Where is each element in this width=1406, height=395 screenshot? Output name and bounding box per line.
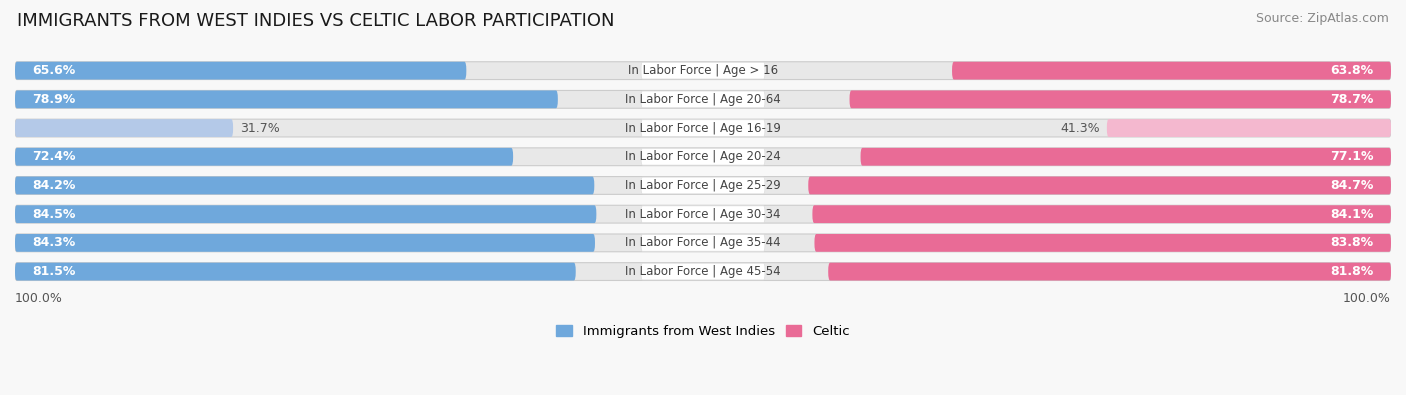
FancyBboxPatch shape	[641, 177, 765, 194]
Text: In Labor Force | Age 20-64: In Labor Force | Age 20-64	[626, 93, 780, 106]
Text: 78.9%: 78.9%	[32, 93, 76, 106]
Text: 84.7%: 84.7%	[1330, 179, 1374, 192]
FancyBboxPatch shape	[15, 90, 558, 108]
Text: In Labor Force | Age > 16: In Labor Force | Age > 16	[628, 64, 778, 77]
FancyBboxPatch shape	[15, 205, 1391, 223]
Text: 84.1%: 84.1%	[1330, 208, 1374, 221]
FancyBboxPatch shape	[15, 263, 1391, 280]
FancyBboxPatch shape	[641, 120, 765, 136]
FancyBboxPatch shape	[15, 177, 1391, 194]
Text: 83.8%: 83.8%	[1330, 236, 1374, 249]
FancyBboxPatch shape	[641, 149, 765, 165]
Text: 77.1%: 77.1%	[1330, 150, 1374, 163]
FancyBboxPatch shape	[814, 234, 1391, 252]
Text: 81.8%: 81.8%	[1330, 265, 1374, 278]
Text: 78.7%: 78.7%	[1330, 93, 1374, 106]
FancyBboxPatch shape	[15, 234, 595, 252]
Text: 81.5%: 81.5%	[32, 265, 76, 278]
FancyBboxPatch shape	[808, 177, 1391, 194]
FancyBboxPatch shape	[828, 263, 1391, 280]
Text: 72.4%: 72.4%	[32, 150, 76, 163]
FancyBboxPatch shape	[15, 62, 1391, 79]
Text: In Labor Force | Age 45-54: In Labor Force | Age 45-54	[626, 265, 780, 278]
Text: 100.0%: 100.0%	[1343, 292, 1391, 305]
Text: 100.0%: 100.0%	[15, 292, 63, 305]
Text: 63.8%: 63.8%	[1330, 64, 1374, 77]
FancyBboxPatch shape	[15, 205, 596, 223]
Text: 84.2%: 84.2%	[32, 179, 76, 192]
FancyBboxPatch shape	[15, 148, 513, 166]
FancyBboxPatch shape	[15, 263, 575, 280]
FancyBboxPatch shape	[641, 263, 765, 280]
FancyBboxPatch shape	[641, 91, 765, 108]
FancyBboxPatch shape	[641, 62, 765, 79]
FancyBboxPatch shape	[15, 234, 1391, 252]
FancyBboxPatch shape	[641, 235, 765, 251]
Text: In Labor Force | Age 25-29: In Labor Force | Age 25-29	[626, 179, 780, 192]
Text: Source: ZipAtlas.com: Source: ZipAtlas.com	[1256, 12, 1389, 25]
FancyBboxPatch shape	[952, 62, 1391, 79]
Legend: Immigrants from West Indies, Celtic: Immigrants from West Indies, Celtic	[551, 320, 855, 343]
FancyBboxPatch shape	[15, 90, 1391, 108]
FancyBboxPatch shape	[813, 205, 1391, 223]
Text: 84.5%: 84.5%	[32, 208, 76, 221]
Text: 31.7%: 31.7%	[240, 122, 280, 135]
FancyBboxPatch shape	[849, 90, 1391, 108]
Text: In Labor Force | Age 35-44: In Labor Force | Age 35-44	[626, 236, 780, 249]
Text: In Labor Force | Age 30-34: In Labor Force | Age 30-34	[626, 208, 780, 221]
Text: In Labor Force | Age 20-24: In Labor Force | Age 20-24	[626, 150, 780, 163]
Text: 41.3%: 41.3%	[1060, 122, 1099, 135]
FancyBboxPatch shape	[641, 206, 765, 222]
Text: 84.3%: 84.3%	[32, 236, 76, 249]
FancyBboxPatch shape	[15, 119, 1391, 137]
FancyBboxPatch shape	[15, 62, 467, 79]
Text: IMMIGRANTS FROM WEST INDIES VS CELTIC LABOR PARTICIPATION: IMMIGRANTS FROM WEST INDIES VS CELTIC LA…	[17, 12, 614, 30]
FancyBboxPatch shape	[1107, 119, 1391, 137]
Text: 65.6%: 65.6%	[32, 64, 76, 77]
FancyBboxPatch shape	[15, 148, 1391, 166]
FancyBboxPatch shape	[15, 119, 233, 137]
Text: In Labor Force | Age 16-19: In Labor Force | Age 16-19	[626, 122, 780, 135]
FancyBboxPatch shape	[15, 177, 595, 194]
FancyBboxPatch shape	[860, 148, 1391, 166]
